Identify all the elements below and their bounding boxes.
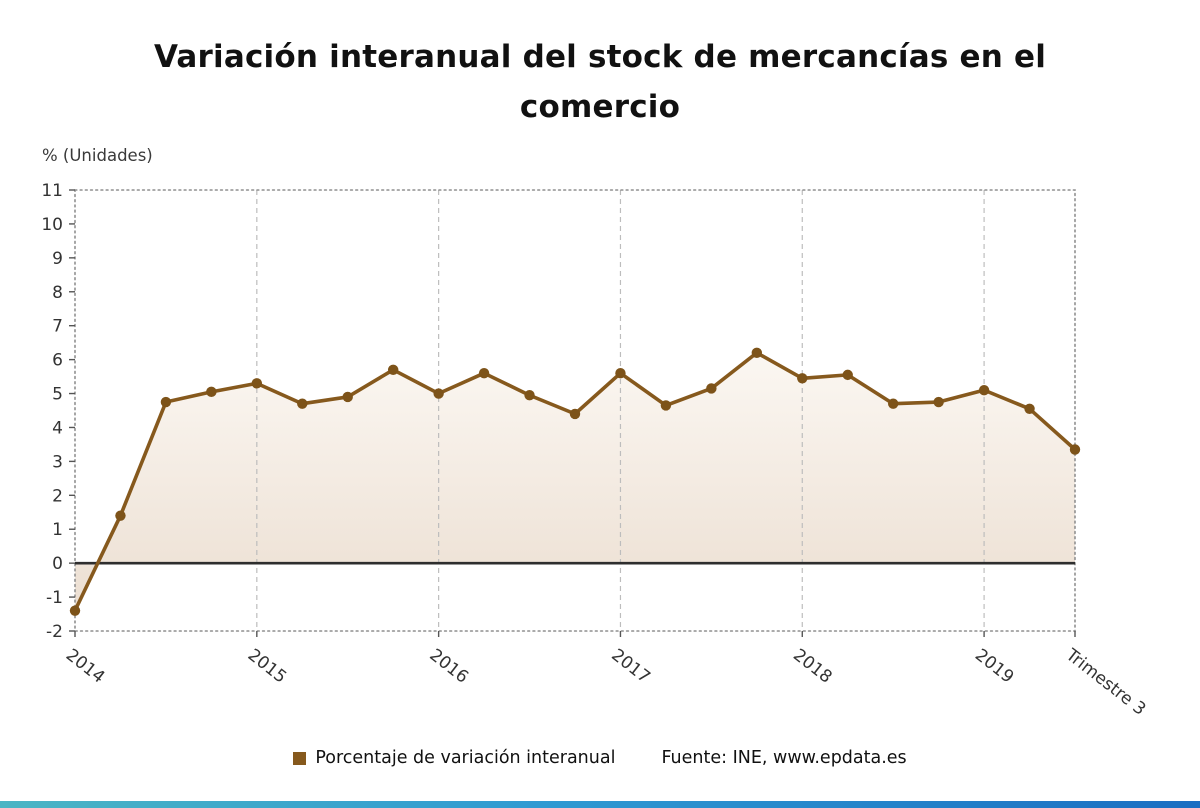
data-point — [1069, 444, 1081, 455]
y-tick-label: 2 — [52, 486, 63, 506]
x-tick-label: 2015 — [244, 645, 290, 687]
data-point — [342, 391, 353, 403]
data-point — [160, 396, 172, 408]
y-tick-label: 9 — [52, 249, 63, 269]
legend-swatch-icon — [293, 751, 307, 765]
page-title-line2: comercio — [519, 89, 681, 126]
y-axis-unit-label: % (Unidades) — [42, 146, 153, 165]
page-title: Variación interanual del stock de mercan… — [0, 32, 1200, 132]
data-point — [797, 373, 808, 384]
x-tick-label: 2014 — [62, 645, 108, 687]
data-point — [706, 383, 717, 394]
x-tick-label: Trimestre 3 — [1061, 645, 1149, 720]
y-tick-label: 7 — [52, 317, 63, 337]
data-point — [842, 369, 853, 381]
y-tick-label: -2 — [46, 622, 63, 642]
data-point — [69, 605, 81, 616]
y-tick-label: 10 — [41, 215, 63, 235]
y-tick-label: 0 — [52, 554, 63, 574]
y-tick-label: 5 — [52, 385, 63, 405]
data-point — [1024, 403, 1035, 415]
data-point — [251, 378, 263, 389]
y-tick-label: 3 — [52, 452, 63, 472]
legend-row: Porcentaje de variación interanual Fuent… — [0, 748, 1200, 768]
y-tick-label: 4 — [52, 418, 63, 438]
data-point — [933, 396, 944, 408]
data-point — [524, 390, 535, 401]
y-tick-label: 8 — [52, 283, 63, 303]
x-tick-label: 2016 — [426, 645, 472, 687]
source-label: Fuente: INE, www.epdata.es — [661, 748, 907, 768]
legend-label: Porcentaje de variación interanual — [315, 748, 616, 768]
y-tick-label: 1 — [52, 520, 63, 540]
data-point — [887, 398, 899, 409]
y-tick-label: 6 — [52, 351, 63, 371]
data-line — [73, 351, 1077, 613]
data-point — [751, 347, 763, 359]
accent-bottom-bar — [0, 801, 1200, 808]
data-point — [569, 408, 581, 420]
data-point — [615, 367, 626, 379]
data-point — [660, 400, 672, 411]
data-point — [433, 388, 444, 399]
data-point — [115, 510, 126, 521]
x-tick-label: 2018 — [789, 645, 835, 687]
y-tick-label: -1 — [46, 588, 63, 608]
area-fill — [75, 352, 1075, 611]
page-title-line1: Variación interanual del stock de mercan… — [153, 39, 1047, 75]
data-point — [387, 364, 399, 375]
legend-item: Porcentaje de variación interanual — [293, 748, 615, 768]
y-tick-label: 11 — [41, 181, 63, 201]
data-point — [478, 367, 490, 379]
x-tick-label: 2019 — [971, 645, 1017, 687]
data-point — [206, 386, 217, 398]
data-point — [297, 398, 308, 409]
data-point — [978, 384, 990, 396]
x-tick-label: 2017 — [607, 645, 653, 687]
plot-border — [74, 189, 1076, 632]
